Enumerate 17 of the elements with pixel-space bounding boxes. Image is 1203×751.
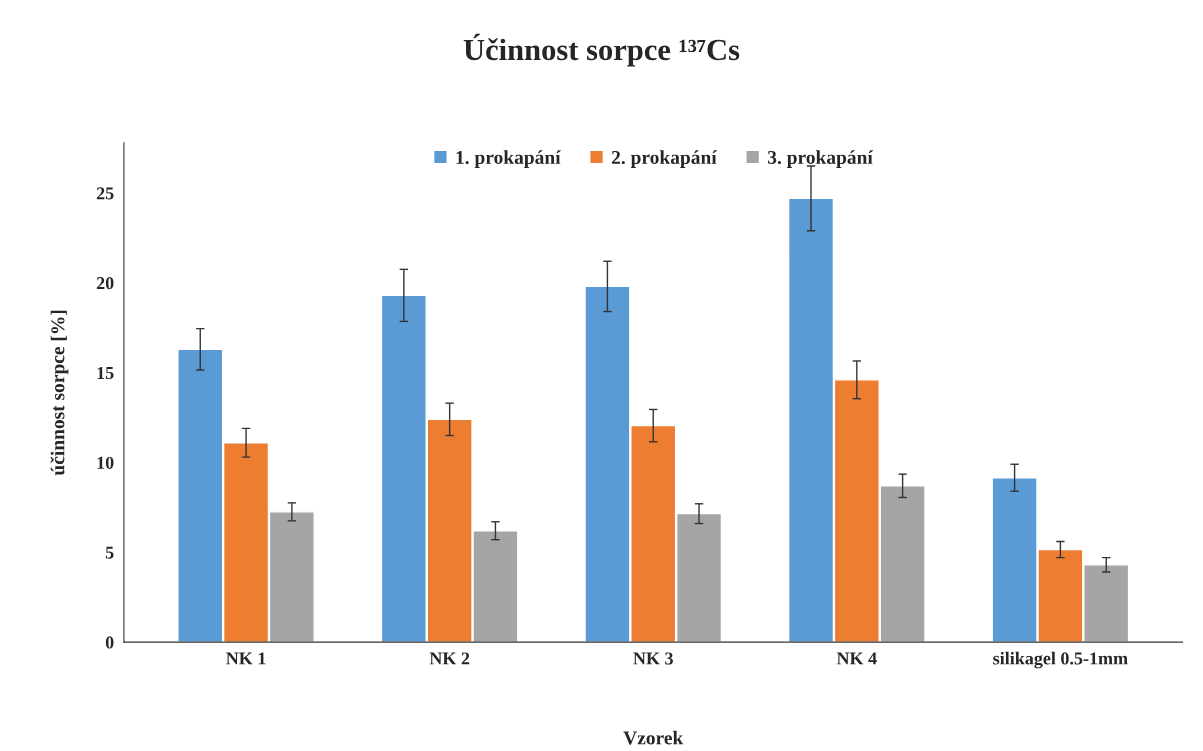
x-axis-title: Vzorek: [623, 730, 684, 745]
y-tick-label: 25: [96, 187, 114, 200]
y-tick-label: 15: [97, 366, 114, 380]
y-tick-label: 5: [105, 546, 114, 559]
y-tick-label: 20: [96, 277, 114, 290]
legend-label: 2. prokapání: [611, 150, 717, 168]
y-tick-label: 0: [105, 636, 114, 649]
chart-title: Účinnost sorpce ¹³⁷Cs: [463, 33, 740, 67]
x-tick-label: NK 3: [633, 652, 673, 665]
x-tick-label: NK 4: [836, 652, 877, 665]
y-tick-label: 10: [97, 456, 114, 469]
legend-label: 1. prokapání: [456, 150, 561, 168]
x-tick-label: silikagel 0.5-1mm: [993, 651, 1128, 669]
y-axis-title: účinnost sorpce [%]: [50, 310, 69, 476]
x-tick-label: NK 1: [226, 652, 266, 665]
x-tick-label: NK 2: [429, 652, 470, 665]
legend-label: 3. prokapání: [767, 150, 874, 168]
